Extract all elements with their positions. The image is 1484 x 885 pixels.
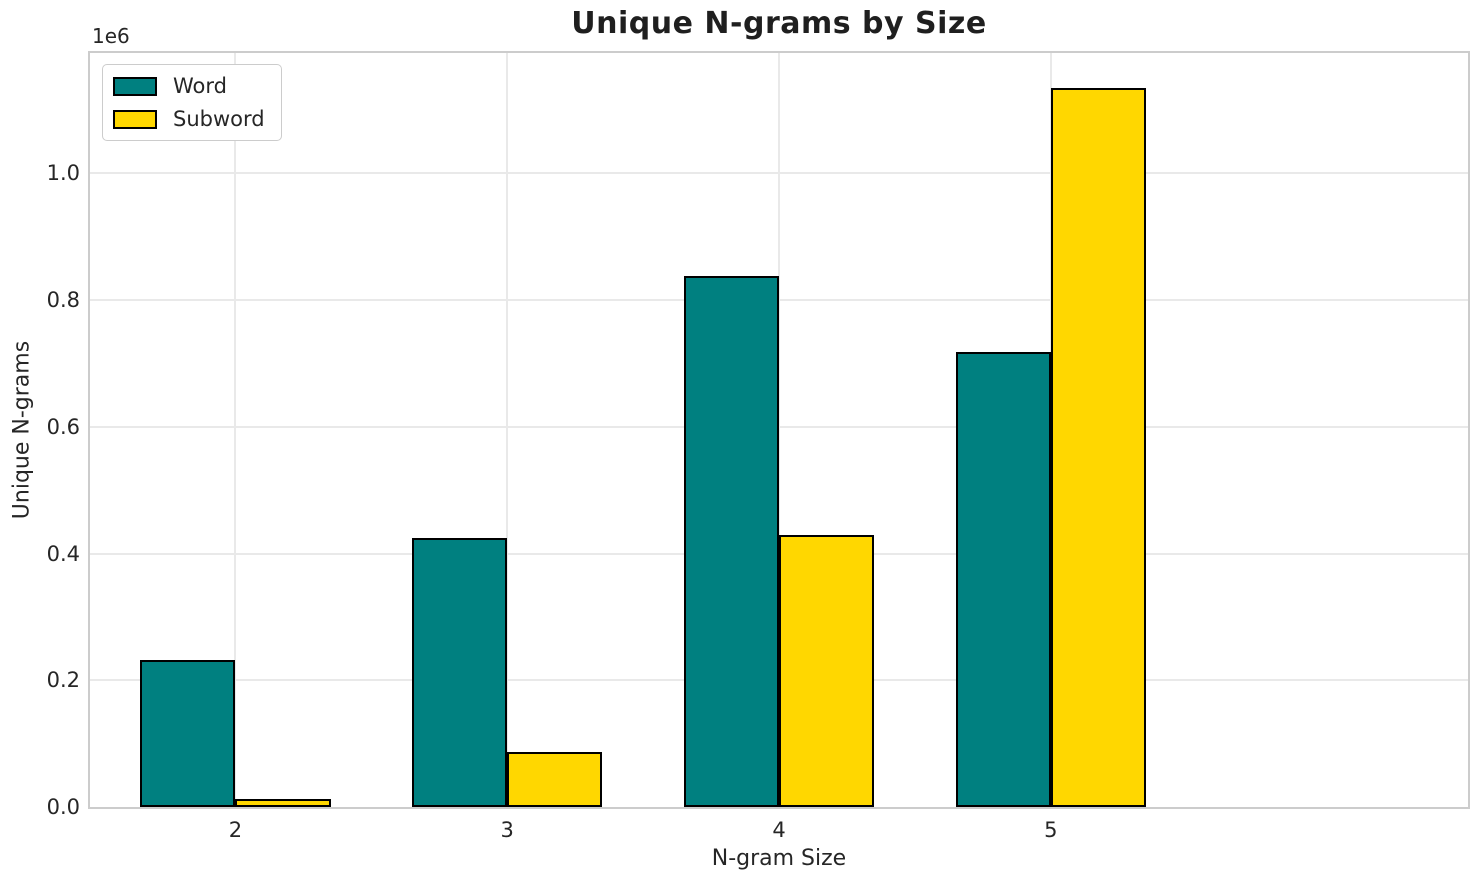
y-tick-label: 0.0 — [46, 795, 80, 819]
y-tick-label: 1.0 — [46, 161, 80, 186]
x-tick-label: 4 — [772, 818, 786, 842]
bar-subword-2 — [235, 799, 331, 807]
legend-swatch-subword — [113, 109, 157, 129]
legend-item-subword: Subword — [113, 107, 265, 131]
x-axis-label: N-gram Size — [711, 846, 847, 871]
legend-label-word: Word — [173, 74, 227, 98]
y-tick-label: 0.2 — [46, 668, 80, 693]
legend-swatch-word — [113, 76, 157, 96]
bar-subword-4 — [779, 534, 875, 807]
bar-word-5 — [955, 352, 1051, 807]
plot-area: Word Subword — [88, 51, 1470, 809]
gridline-vertical — [234, 53, 237, 807]
bar-word-3 — [412, 537, 508, 807]
legend: Word Subword — [102, 64, 282, 141]
legend-label-subword: Subword — [173, 107, 265, 131]
bar-subword-3 — [507, 751, 603, 807]
bar-word-4 — [683, 276, 779, 807]
bar-word-2 — [140, 660, 236, 807]
x-tick-label: 2 — [228, 818, 243, 842]
y-tick-label: 0.6 — [46, 414, 80, 439]
chart-title: Unique N-grams by Size — [571, 6, 987, 41]
y-tick-label: 0.4 — [46, 541, 80, 566]
gridline-vertical — [506, 53, 509, 807]
legend-item-word: Word — [113, 74, 265, 98]
y-tick-label: 0.8 — [46, 288, 80, 313]
gridline-vertical — [778, 53, 780, 807]
x-tick-label: 5 — [1044, 818, 1058, 842]
bar-subword-5 — [1050, 87, 1146, 807]
y-axis-offset-label: 1e6 — [92, 24, 130, 48]
x-tick-label: 3 — [500, 818, 514, 842]
